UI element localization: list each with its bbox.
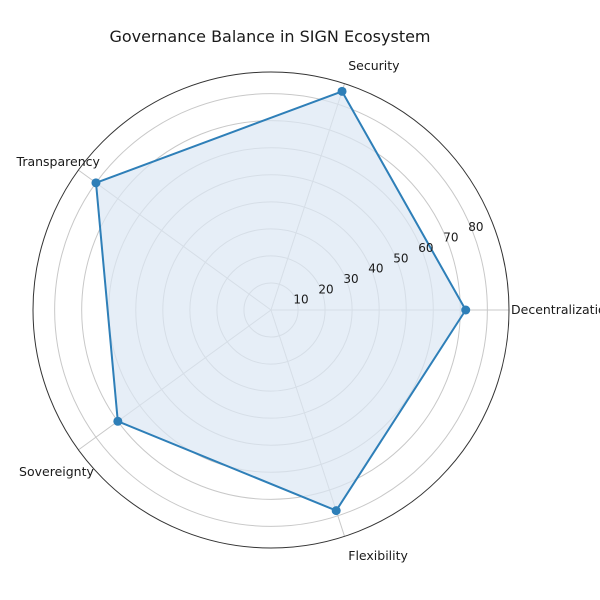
category-label-sovereignty: Sovereignty (19, 464, 94, 479)
r-tick-label: 60 (418, 241, 433, 255)
category-label-flexibility: Flexibility (348, 548, 408, 563)
r-tick-label: 80 (468, 220, 483, 234)
category-label-security: Security (348, 58, 400, 73)
category-label-transparency: Transparency (16, 154, 101, 169)
series-area (96, 91, 466, 511)
data-point-security (337, 86, 347, 96)
r-tick-label: 70 (443, 231, 458, 245)
data-point-decentralization (461, 305, 471, 315)
series-line (95, 90, 467, 512)
data-layer (91, 86, 471, 516)
outer-frame (32, 71, 510, 549)
r-tick-label: 50 (393, 251, 408, 265)
r-tick-label: 10 (293, 293, 308, 307)
data-point-sovereignty (113, 416, 123, 426)
data-point-transparency (91, 178, 101, 188)
r-tick-label: 40 (368, 262, 383, 276)
chart-title: Governance Balance in SIGN Ecosystem (109, 27, 430, 46)
label-layer: 10 20 30 40 50 60 70 80 Decentralization Security… (16, 58, 600, 563)
category-label-decentralization: Decentralization (511, 302, 600, 317)
r-tick-label: 30 (343, 272, 358, 286)
data-point-flexibility (331, 506, 341, 516)
r-tick-label: 20 (318, 282, 333, 296)
